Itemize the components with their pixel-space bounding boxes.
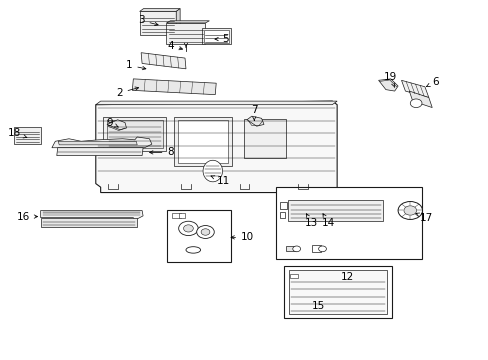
- Polygon shape: [107, 120, 126, 130]
- Circle shape: [318, 246, 326, 252]
- Bar: [167, 211, 230, 262]
- Ellipse shape: [185, 247, 200, 253]
- Text: 2: 2: [116, 87, 138, 98]
- Bar: [279, 212, 285, 218]
- Text: 15: 15: [311, 301, 325, 311]
- Bar: [285, 246, 295, 251]
- Polygon shape: [140, 9, 180, 12]
- Polygon shape: [58, 141, 137, 145]
- Circle shape: [409, 99, 421, 108]
- Bar: [14, 127, 41, 144]
- Polygon shape: [408, 91, 431, 108]
- Polygon shape: [132, 79, 216, 95]
- Text: 1: 1: [125, 60, 145, 70]
- Circle shape: [196, 226, 214, 238]
- Text: 16: 16: [17, 212, 38, 221]
- Bar: [140, 12, 176, 35]
- Polygon shape: [41, 218, 137, 227]
- Text: 17: 17: [415, 213, 432, 222]
- Text: 3: 3: [138, 15, 158, 26]
- Text: 5: 5: [215, 34, 229, 44]
- Circle shape: [403, 206, 416, 215]
- Text: 19: 19: [384, 72, 397, 87]
- Text: 11: 11: [211, 176, 229, 186]
- Bar: [178, 213, 184, 218]
- Text: 12: 12: [341, 272, 354, 282]
- Bar: [203, 30, 228, 43]
- Bar: [279, 202, 286, 209]
- Bar: [244, 119, 285, 158]
- Polygon shape: [96, 101, 336, 193]
- Circle shape: [183, 225, 193, 232]
- Bar: [289, 270, 386, 315]
- Polygon shape: [57, 148, 143, 156]
- Circle shape: [397, 202, 422, 220]
- Bar: [284, 266, 391, 318]
- Bar: [276, 187, 422, 259]
- Bar: [288, 200, 383, 221]
- Text: 14: 14: [321, 214, 334, 228]
- Text: 18: 18: [8, 129, 27, 138]
- Polygon shape: [52, 137, 152, 148]
- Text: 10: 10: [231, 232, 254, 242]
- Circle shape: [292, 246, 300, 252]
- Bar: [173, 117, 232, 166]
- Bar: [103, 117, 166, 151]
- Bar: [201, 28, 230, 44]
- Bar: [107, 120, 162, 148]
- Polygon shape: [166, 21, 209, 23]
- Text: 6: 6: [426, 77, 438, 87]
- Ellipse shape: [203, 160, 222, 182]
- Text: 13: 13: [304, 214, 317, 228]
- Text: 9: 9: [106, 118, 118, 128]
- Bar: [172, 213, 181, 218]
- Bar: [166, 23, 205, 44]
- Bar: [177, 120, 228, 163]
- Polygon shape: [141, 53, 185, 69]
- Polygon shape: [176, 9, 180, 35]
- Text: 4: 4: [167, 41, 182, 50]
- Polygon shape: [41, 211, 143, 220]
- Polygon shape: [246, 116, 264, 126]
- Polygon shape: [378, 79, 397, 91]
- Text: 7: 7: [250, 105, 257, 120]
- Circle shape: [178, 221, 198, 235]
- Bar: [311, 245, 320, 252]
- Bar: [290, 274, 297, 278]
- Polygon shape: [401, 80, 428, 98]
- Text: 8: 8: [149, 147, 174, 157]
- Polygon shape: [96, 101, 336, 105]
- Circle shape: [201, 229, 209, 235]
